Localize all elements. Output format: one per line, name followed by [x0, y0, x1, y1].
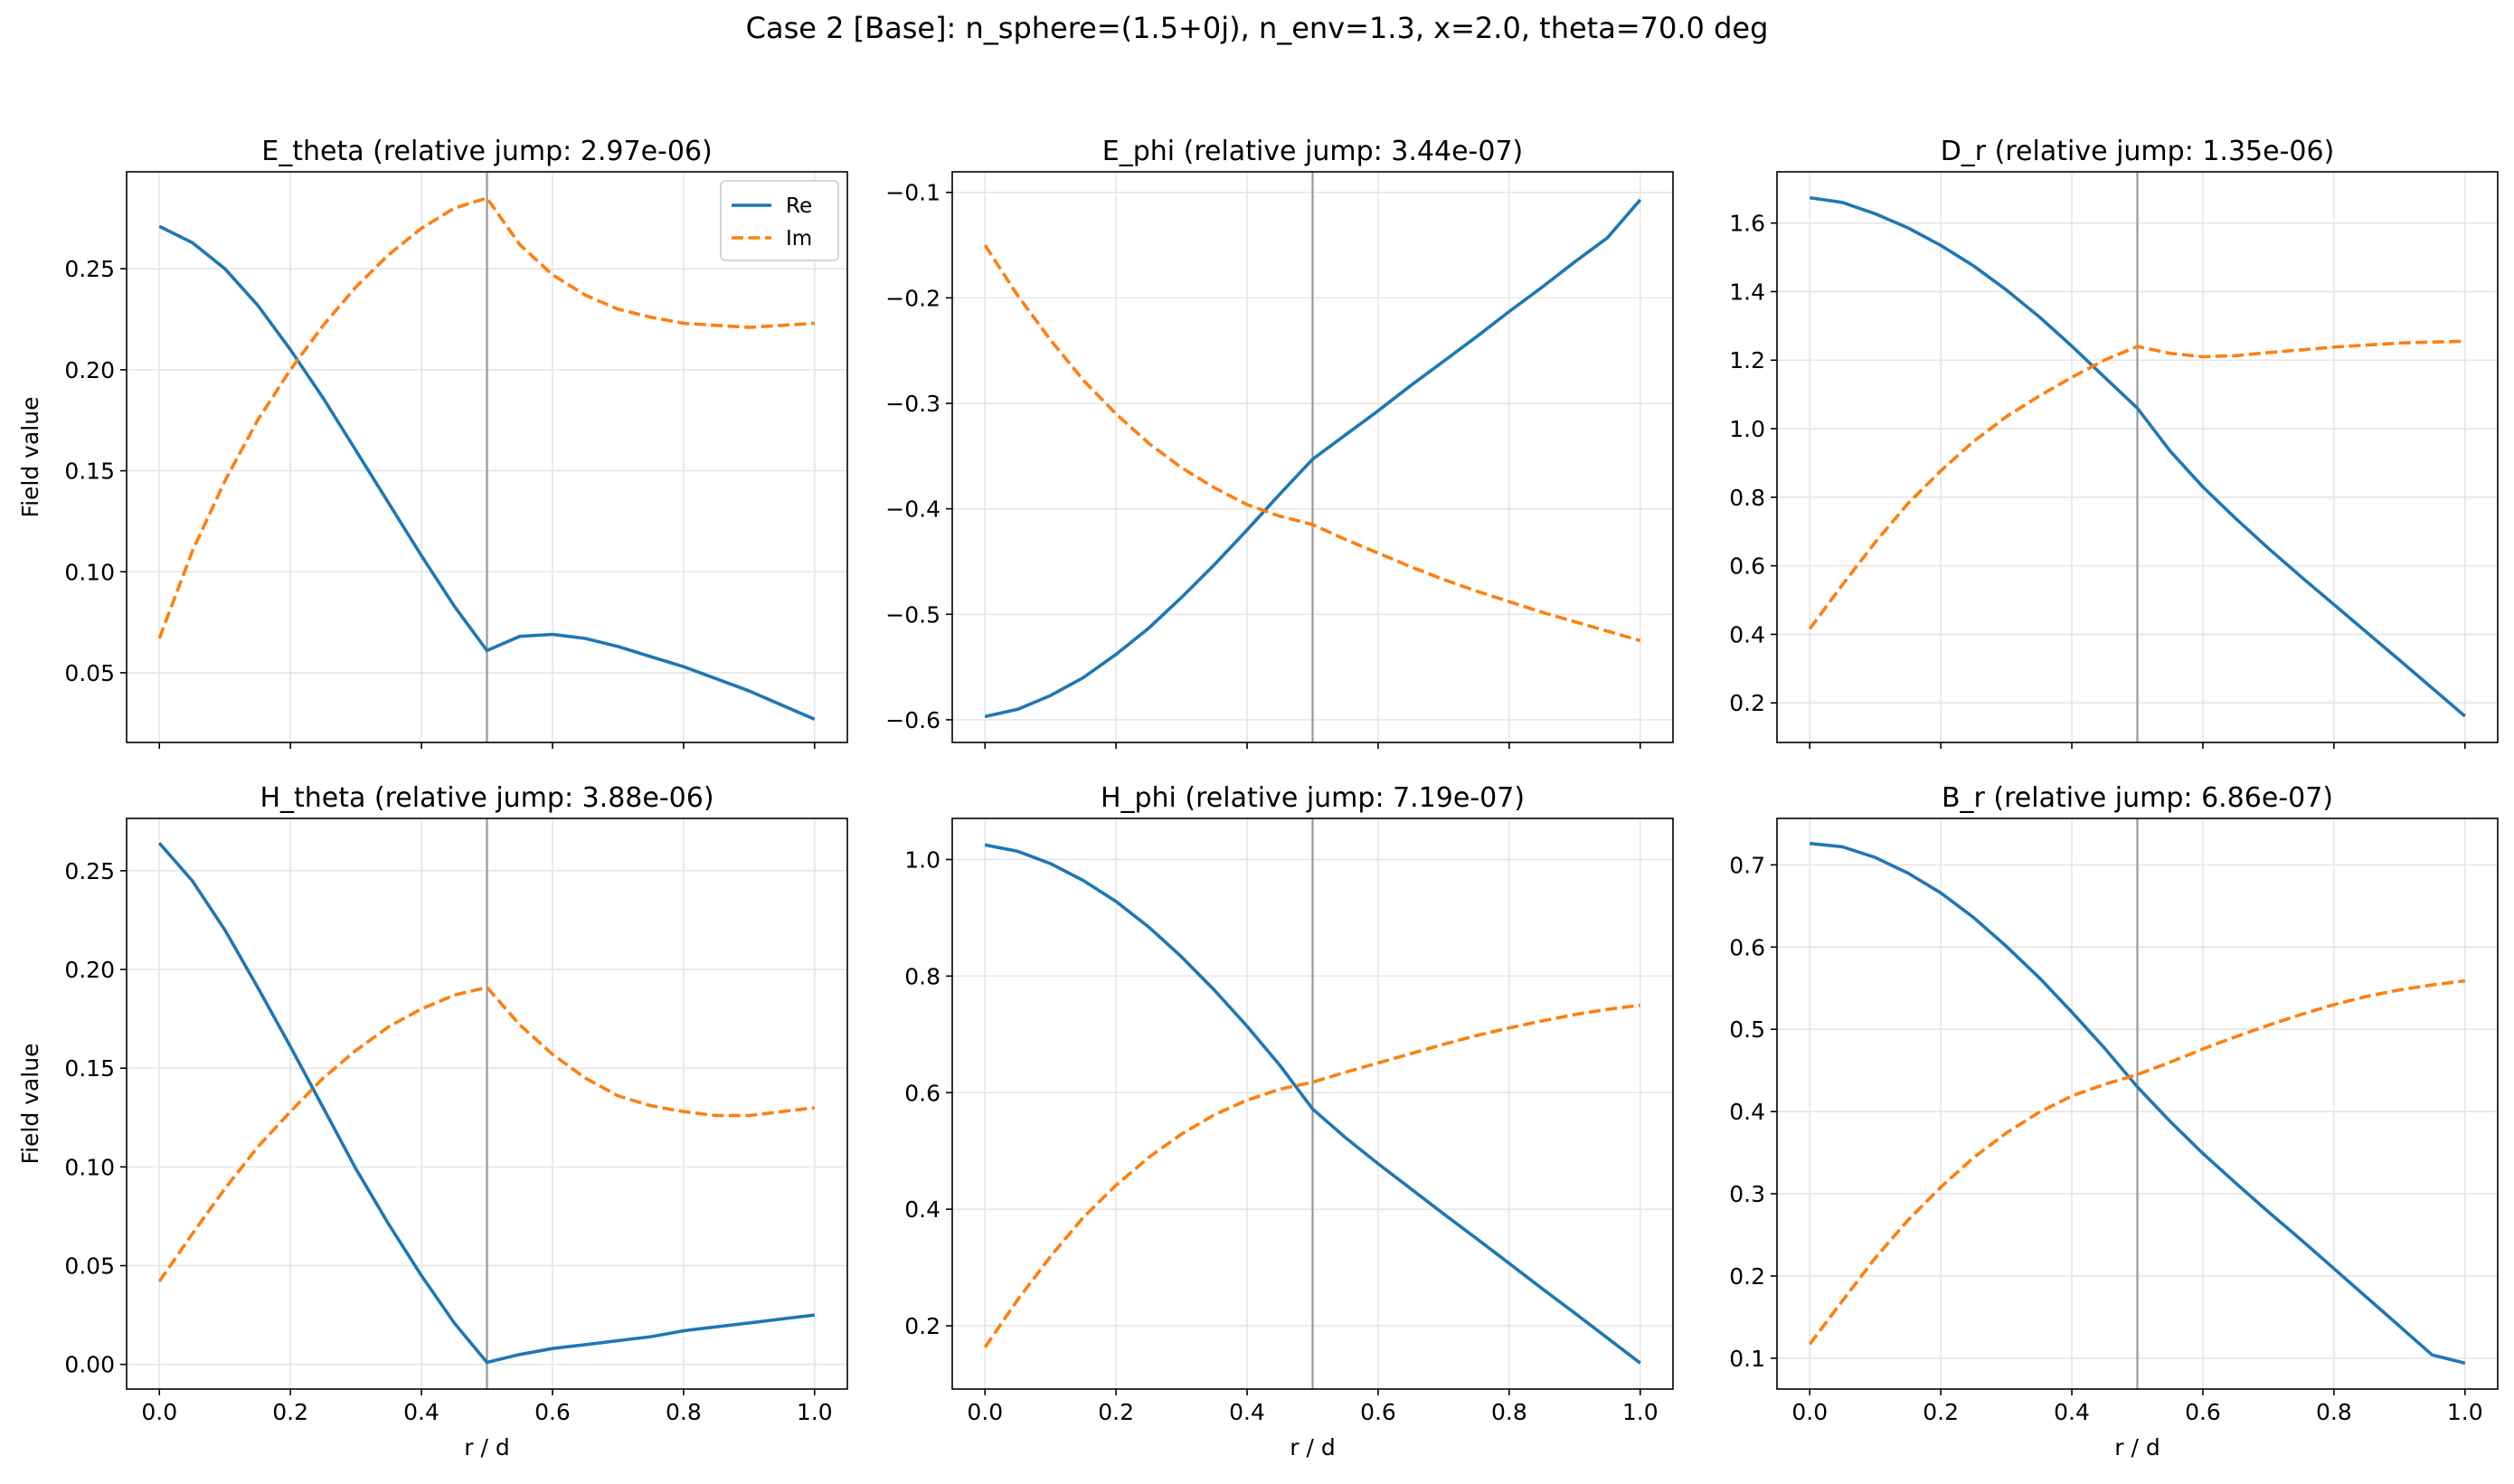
- y-tick-label: 0.2: [1729, 690, 1765, 716]
- series-line-re: [158, 224, 816, 721]
- y-tick-label: 0.25: [64, 858, 115, 884]
- legend: Re Im: [720, 180, 839, 261]
- subplot-title: E_theta (relative jump: 2.97e-06): [261, 136, 713, 167]
- x-axis-label: r / d: [1290, 1434, 1335, 1460]
- series-line-im: [1808, 978, 2466, 1346]
- y-tick-label: 0.8: [904, 963, 940, 989]
- x-tick-label: 0.4: [2054, 1399, 2090, 1425]
- y-tick-label: 0.3: [1729, 1181, 1765, 1207]
- y-tick-label: 0.05: [64, 1253, 115, 1280]
- legend-label-im: Im: [786, 227, 812, 250]
- subplot-2: −0.6 −0.5 −0.4 −0.3 −0.2 −0.1 E_phi (relative …: [885, 136, 1674, 749]
- series-line-re: [984, 198, 1642, 719]
- x-tick-label: 0.2: [1098, 1399, 1134, 1425]
- y-tick-label: 0.6: [1729, 934, 1765, 960]
- y-tick-label: 0.25: [64, 256, 115, 282]
- series-line-re: [1810, 841, 2466, 1366]
- y-tick-label: 0.1: [1729, 1346, 1765, 1372]
- series-line-re: [984, 843, 1641, 1365]
- x-tick-label: 0.8: [1491, 1399, 1527, 1425]
- y-axis-label: Field value: [17, 397, 43, 518]
- series-line-re: [1809, 195, 2466, 718]
- x-tick-label: 1.0: [2447, 1399, 2483, 1425]
- y-tick-label: 0.00: [64, 1352, 115, 1378]
- y-tick-label: 0.2: [1729, 1263, 1765, 1290]
- y-tick-label: 0.10: [64, 559, 115, 585]
- x-tick-label: 1.0: [1622, 1399, 1659, 1425]
- subplot-grid: 0.05 0.10 0.15 0.20 0.25 E_theta (relative ju…: [17, 136, 2499, 1460]
- x-tick-label: 0.6: [2185, 1399, 2221, 1425]
- subplot-4: 0.0 0.2 0.4 0.6 0.8 1.0 0.00 0.05 0.10 0.15 0.20 0.…: [17, 782, 848, 1460]
- subplot-6: 0.0 0.2 0.4 0.6 0.8 1.0 0.1 0.2 0.3 0.4 0.5 0.6 0.7 B…: [1729, 782, 2499, 1460]
- y-tick-label: −0.3: [885, 391, 940, 417]
- y-tick-label: 0.20: [64, 957, 115, 983]
- y-tick-label: 1.0: [1729, 416, 1765, 442]
- y-tick-label: −0.5: [885, 601, 940, 628]
- y-tick-label: 0.5: [1729, 1016, 1765, 1043]
- figure-suptitle: Case 2 [Base]: n_sphere=(1.5+0j), n_env=…: [746, 11, 1769, 45]
- x-tick-label: 0.0: [1791, 1399, 1828, 1425]
- subplot-1: 0.05 0.10 0.15 0.20 0.25 E_theta (relative ju…: [17, 136, 848, 749]
- y-tick-label: 0.6: [1729, 553, 1765, 580]
- y-tick-label: 1.4: [1729, 279, 1765, 305]
- axes-frame: [951, 171, 1674, 743]
- y-tick-label: 0.20: [64, 357, 115, 383]
- y-tick-label: 0.4: [904, 1196, 940, 1223]
- x-axis-label: r / d: [464, 1434, 509, 1460]
- axes-frame: [951, 818, 1674, 1390]
- y-tick-label: 0.7: [1729, 852, 1765, 878]
- subplot-title: E_phi (relative jump: 3.44e-07): [1102, 136, 1524, 167]
- y-tick-label: 0.15: [64, 458, 115, 485]
- y-tick-label: 0.4: [1729, 1099, 1765, 1125]
- subplot-title: H_phi (relative jump: 7.19e-07): [1101, 782, 1525, 814]
- x-tick-label: 0.4: [403, 1399, 439, 1425]
- x-tick-label: 0.8: [666, 1399, 702, 1425]
- y-tick-label: 0.10: [64, 1154, 115, 1180]
- x-tick-label: 0.0: [967, 1399, 1003, 1425]
- series-line-im: [983, 244, 1641, 643]
- x-tick-label: 1.0: [797, 1399, 833, 1425]
- series-line-im: [983, 1003, 1641, 1348]
- legend-box: [720, 180, 839, 261]
- axes-frame: [126, 818, 848, 1390]
- x-tick-label: 0.2: [1923, 1399, 1959, 1425]
- subplot-3: 0.2 0.4 0.6 0.8 1.0 1.2 1.4 1.6 D_r (relative ju…: [1729, 136, 2499, 749]
- y-tick-label: −0.4: [885, 496, 940, 523]
- y-tick-label: 0.15: [64, 1055, 115, 1082]
- series-line-im: [157, 985, 816, 1283]
- y-tick-label: 0.05: [64, 660, 115, 686]
- y-tick-label: −0.6: [885, 707, 940, 733]
- y-tick-label: 0.2: [904, 1313, 940, 1339]
- x-tick-label: 0.0: [141, 1399, 177, 1425]
- x-tick-label: 0.2: [272, 1399, 308, 1425]
- x-tick-label: 0.6: [1360, 1399, 1396, 1425]
- x-tick-label: 0.4: [1229, 1399, 1265, 1425]
- series-line-re: [157, 842, 816, 1365]
- y-tick-label: 0.4: [1729, 621, 1765, 647]
- subplot-title: D_r (relative jump: 1.35e-06): [1941, 136, 2335, 167]
- y-tick-label: 1.2: [1729, 347, 1765, 373]
- y-tick-label: −0.1: [885, 180, 940, 206]
- series-line-im: [157, 196, 815, 639]
- x-axis-label: r / d: [2114, 1434, 2160, 1460]
- x-tick-label: 0.8: [2316, 1399, 2352, 1425]
- axes-frame: [1776, 171, 2499, 743]
- axes-frame: [126, 171, 848, 743]
- subplot-5: 0.0 0.2 0.4 0.6 0.8 1.0 0.2 0.4 0.6 0.8 1.0 H_phi (…: [904, 782, 1674, 1460]
- subplot-title: B_r (relative jump: 6.86e-07): [1942, 782, 2333, 814]
- x-tick-label: 0.6: [534, 1399, 571, 1425]
- y-tick-label: −0.2: [885, 285, 940, 311]
- y-tick-label: 1.6: [1729, 211, 1765, 237]
- legend-label-re: Re: [786, 194, 812, 218]
- subplot-title: H_theta (relative jump: 3.88e-06): [260, 782, 714, 814]
- axes-frame: [1776, 818, 2499, 1390]
- y-tick-label: 0.6: [904, 1080, 940, 1106]
- y-tick-label: 1.0: [904, 846, 940, 873]
- y-axis-label: Field value: [17, 1044, 43, 1165]
- y-tick-label: 0.8: [1729, 485, 1765, 511]
- series-line-im: [1808, 339, 2465, 630]
